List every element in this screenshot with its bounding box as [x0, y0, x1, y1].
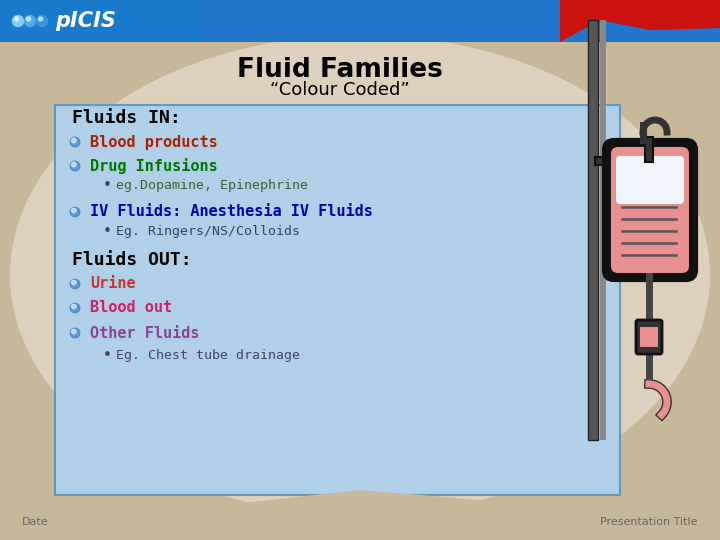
Circle shape: [70, 328, 80, 338]
Circle shape: [71, 304, 76, 309]
Circle shape: [24, 16, 35, 26]
Text: pICIS: pICIS: [55, 11, 116, 31]
Text: IV Fluids: Anesthesia IV Fluids: IV Fluids: Anesthesia IV Fluids: [90, 205, 373, 219]
Circle shape: [70, 279, 80, 289]
Bar: [595, 157, 625, 165]
Circle shape: [70, 207, 80, 217]
Circle shape: [71, 208, 76, 213]
FancyBboxPatch shape: [611, 147, 689, 273]
PathPatch shape: [0, 485, 720, 540]
Circle shape: [70, 279, 80, 289]
Text: Fluids IN:: Fluids IN:: [72, 109, 181, 127]
Circle shape: [38, 17, 42, 21]
Circle shape: [70, 137, 80, 147]
Circle shape: [70, 161, 80, 171]
Circle shape: [71, 162, 76, 167]
Text: Urine: Urine: [90, 276, 135, 292]
FancyBboxPatch shape: [636, 320, 662, 354]
Text: Fluid Families: Fluid Families: [237, 57, 443, 83]
Circle shape: [70, 137, 80, 147]
Text: •: •: [103, 348, 112, 362]
Text: Presentation Title: Presentation Title: [600, 517, 698, 527]
Circle shape: [12, 16, 24, 26]
Text: •: •: [103, 225, 112, 240]
FancyBboxPatch shape: [616, 156, 684, 204]
PathPatch shape: [0, 0, 720, 42]
FancyBboxPatch shape: [640, 327, 658, 347]
Text: Eg. Ringers/NS/Colloids: Eg. Ringers/NS/Colloids: [116, 226, 300, 239]
FancyBboxPatch shape: [604, 140, 696, 280]
Text: Drug Infusions: Drug Infusions: [90, 158, 217, 174]
Text: Eg. Chest tube drainage: Eg. Chest tube drainage: [116, 348, 300, 361]
Text: Blood products: Blood products: [90, 134, 217, 150]
Circle shape: [14, 17, 19, 21]
Circle shape: [27, 17, 30, 21]
Ellipse shape: [10, 35, 710, 515]
Circle shape: [71, 329, 76, 334]
Circle shape: [70, 161, 80, 171]
Circle shape: [70, 328, 80, 338]
Text: Blood out: Blood out: [90, 300, 172, 315]
PathPatch shape: [560, 0, 720, 42]
Text: eg.Dopamine, Epinephrine: eg.Dopamine, Epinephrine: [116, 179, 308, 192]
Circle shape: [70, 207, 80, 217]
Bar: [588, 20, 598, 440]
Circle shape: [71, 280, 76, 285]
Circle shape: [70, 303, 80, 313]
FancyBboxPatch shape: [55, 105, 620, 495]
Text: Fluids OUT:: Fluids OUT:: [72, 251, 192, 269]
Circle shape: [71, 138, 76, 143]
Text: •: •: [103, 179, 112, 193]
Bar: [645, 137, 653, 162]
Text: Date: Date: [22, 517, 49, 527]
Circle shape: [70, 303, 80, 313]
Bar: [0, 0, 200, 42]
Text: Other Fluids: Other Fluids: [90, 326, 199, 341]
Bar: [600, 20, 606, 440]
Circle shape: [37, 16, 48, 26]
Text: “Colour Coded”: “Colour Coded”: [270, 81, 410, 99]
Bar: [0, 0, 720, 42]
